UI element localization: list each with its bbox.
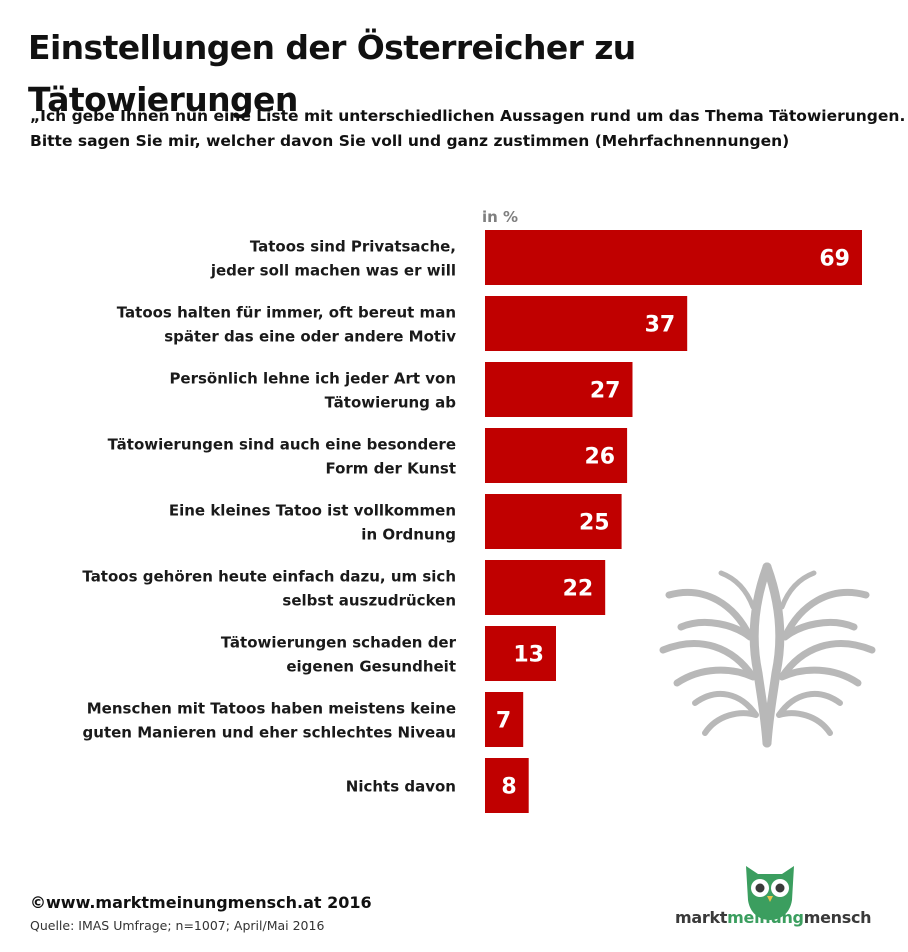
bar [485, 494, 622, 549]
category-label: guten Manieren und eher schlechtes Nivea… [83, 724, 456, 742]
bar [485, 560, 606, 615]
category-label: Tatoos halten für immer, oft bereut man [117, 304, 456, 322]
category-label: später das eine oder andere Motiv [164, 328, 456, 346]
bar-value-label: 7 [496, 709, 511, 734]
category-label: Eine kleines Tatoo ist vollkommen [169, 502, 456, 520]
bar-value-label: 22 [563, 577, 594, 602]
tribal-tattoo-icon [659, 562, 876, 748]
chart-title: Einstellungen der Österreicher zu Tätowi… [28, 28, 636, 119]
bar-value-label: 69 [819, 247, 850, 272]
category-label: Tatoos sind Privatsache, [250, 238, 456, 256]
owl-icon [746, 866, 794, 920]
source-text: Quelle: IMAS Umfrage; n=1007; April/Mai … [30, 918, 325, 933]
bar [485, 758, 529, 813]
logo-part: meinung [727, 908, 804, 927]
bar [485, 428, 628, 483]
bar-value-label: 8 [501, 775, 516, 800]
category-label: eigenen Gesundheit [286, 658, 456, 676]
category-label: Tatoos gehören heute einfach dazu, um si… [82, 568, 456, 586]
bar [485, 296, 688, 351]
bar-value-label: 27 [590, 379, 621, 404]
category-label: Nichts davon [346, 778, 456, 796]
copyright-text: ©www.marktmeinungmensch.at 2016 [30, 893, 372, 912]
bar [485, 362, 633, 417]
bar-value-label: 26 [584, 445, 615, 470]
category-label: Tätowierungen sind auch eine besondere [108, 436, 456, 454]
bar-value-label: 13 [513, 643, 544, 668]
survey-question-line: Bitte sagen Sie mir, welcher davon Sie v… [30, 132, 790, 150]
category-label: in Ordnung [361, 526, 456, 544]
category-label: Form der Kunst [325, 460, 456, 478]
category-label: Menschen mit Tatoos haben meistens keine [87, 700, 456, 718]
brand-logo: marktmeinungmensch [675, 908, 872, 927]
bar-value-label: 37 [645, 313, 676, 338]
category-label: Persönlich lehne ich jeder Art von [169, 370, 456, 388]
bar [485, 626, 556, 681]
bar [485, 692, 524, 747]
category-label: jeder soll machen was er will [210, 262, 456, 280]
bar-chart: in % 69 Tatoos sind Privatsache, jeder soll… [82, 208, 862, 813]
unit-label: in % [482, 208, 518, 226]
logo-part: markt [675, 908, 728, 927]
category-label: Tätowierung ab [325, 394, 457, 412]
category-label: selbst auszudrücken [282, 592, 456, 610]
survey-question: „Ich gebe Ihnen nun eine Liste mit unter… [30, 104, 906, 154]
bar [485, 230, 862, 285]
bar-value-label: 25 [579, 511, 610, 536]
logo-part: mensch [803, 908, 872, 927]
category-label: Tätowierungen schaden der [221, 634, 457, 652]
survey-question-line: „Ich gebe Ihnen nun eine Liste mit unter… [30, 107, 906, 125]
